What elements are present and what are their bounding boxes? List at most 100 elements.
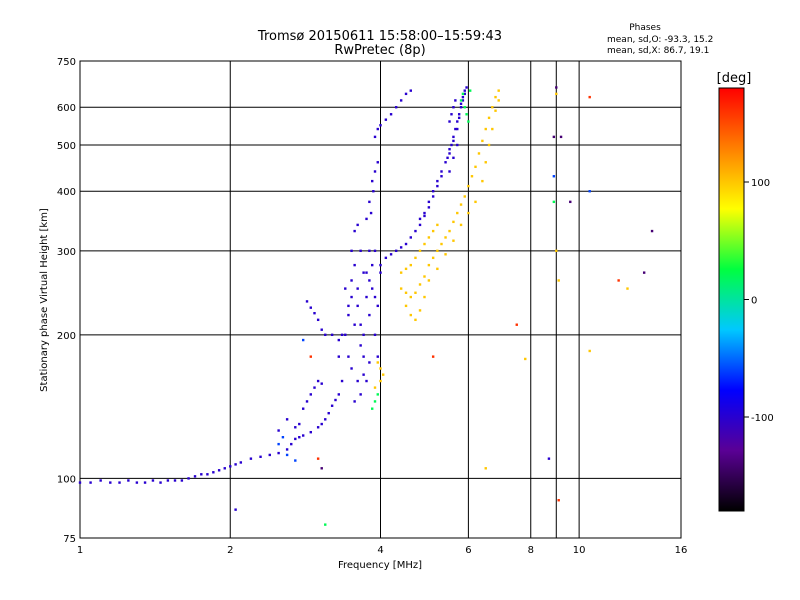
data-point [309,393,312,396]
data-point [309,355,312,358]
data-point [356,223,359,227]
data-point [555,249,558,253]
data-point [452,135,455,139]
data-point [642,271,646,274]
data-point [444,161,447,164]
data-point [399,287,403,290]
colorbar-gradient [718,87,745,512]
data-point [446,156,449,160]
data-point [362,271,365,274]
data-point [78,481,82,484]
data-point [465,113,468,116]
data-point [467,184,470,188]
data-point [431,195,435,198]
data-point [118,481,121,484]
data-point [379,263,382,267]
data-point [290,442,293,446]
data-point [431,190,435,193]
data-point [285,448,289,451]
data-point [371,407,374,410]
data-point [359,344,362,347]
chart-subtitle: RwPretec (8p) [334,43,425,58]
colorbar: [deg] 100 0 -100 [717,71,774,512]
data-point [294,459,297,462]
data-point [305,300,309,303]
data-point [418,309,422,312]
data-point [277,429,280,432]
data-point [362,333,365,337]
data-point [373,386,377,389]
x-tick-label: 1 [77,545,83,556]
data-point [427,263,431,267]
data-point [379,379,382,383]
data-point [368,361,371,364]
data-point [344,333,347,337]
data-point [381,373,385,376]
data-point [324,333,327,337]
data-point [229,465,232,468]
x-tick-label: 16 [675,545,688,556]
data-point [362,355,365,358]
data-point [350,249,353,253]
data-point [353,323,356,326]
data-point [373,295,377,299]
data-point [365,295,368,299]
data-point [316,379,320,383]
data-point [552,175,556,178]
data-point [217,469,221,472]
data-point [200,473,203,476]
data-point [450,113,453,116]
data-point [301,407,305,410]
data-point [448,152,451,155]
data-point [448,229,451,233]
data-point [484,161,487,164]
data-point [384,256,388,260]
x-axis-ticks: 1 2 4 6 8 10 16 [77,545,688,556]
data-point [394,106,398,109]
colorbar-tick-label: 100 [751,178,770,189]
data-point [404,291,408,294]
data-point [418,217,422,221]
data-point [452,106,455,109]
x-tick-label: 6 [465,545,471,556]
data-point [109,481,112,484]
data-point [151,479,155,482]
data-point [206,473,209,476]
data-point [356,379,359,383]
data-point [347,313,350,317]
data-point [617,279,620,282]
data-point [281,436,285,439]
data-point [588,190,591,193]
data-point [427,236,431,239]
data-point [223,467,226,470]
data-point [452,139,455,143]
y-tick-label: 300 [57,247,76,258]
data-point [368,313,371,317]
data-point [376,393,379,396]
data-point [423,295,426,299]
data-point [365,379,368,383]
data-point [463,195,466,198]
data-point [440,242,443,246]
data-point [330,404,334,407]
data-point [448,170,451,173]
data-point [399,99,403,102]
data-point [524,357,527,361]
y-tick-label: 500 [57,141,76,152]
data-point [373,135,377,139]
data-point [468,89,472,92]
data-point [423,214,426,218]
data-point [330,333,334,337]
colorbar-tick-label: -100 [751,413,774,424]
data-point [423,275,426,278]
data-point [359,323,362,326]
data-point [448,147,451,151]
data-point [448,120,451,123]
data-point [371,179,374,183]
data-point [340,379,344,383]
data-point [285,418,289,421]
data-point [459,106,463,109]
data-point [376,304,379,308]
data-point [337,338,340,342]
data-point [559,135,563,139]
